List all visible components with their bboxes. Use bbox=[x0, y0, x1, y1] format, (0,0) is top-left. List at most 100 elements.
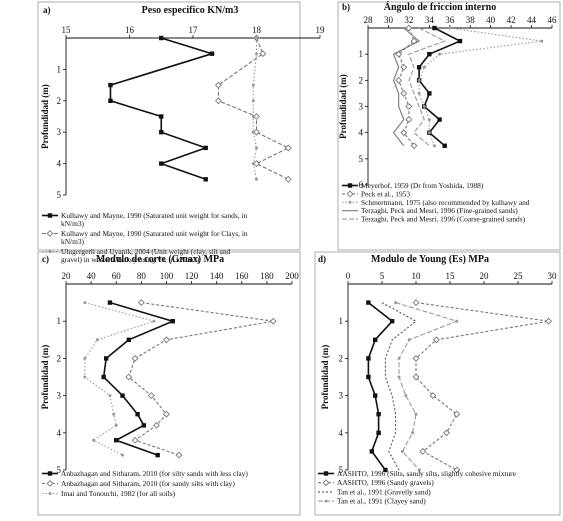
legend-label-line: Anbazhagan and Sitharam, 2010 (for sandy… bbox=[61, 479, 235, 488]
series-point bbox=[545, 317, 553, 325]
legend: Kulhawy and Mayne, 1990 (Saturated unit … bbox=[42, 211, 248, 264]
x-tick-label: 120 bbox=[185, 271, 199, 281]
chart-title: Ángulo de friccion interno bbox=[384, 1, 497, 13]
x-tick-label: 25 bbox=[514, 271, 524, 281]
series-point bbox=[125, 373, 133, 381]
series-point bbox=[366, 356, 371, 361]
series-point bbox=[251, 99, 255, 103]
series-point bbox=[400, 89, 408, 97]
panel-label: a) bbox=[43, 5, 51, 15]
series-point bbox=[209, 51, 215, 56]
x-tick-label: 40 bbox=[486, 15, 496, 25]
legend-label: Schmertmann, 1975 (also recommended by k… bbox=[361, 198, 530, 207]
series-line bbox=[418, 27, 462, 147]
series-point bbox=[432, 336, 440, 344]
legend-label: Terzaghi, Peck and Mesri, 1996 (Coarse-g… bbox=[361, 215, 526, 224]
series-point bbox=[170, 319, 175, 324]
x-tick-label: 15 bbox=[62, 25, 72, 35]
legend-label-line: Terzaghi, Peck and Mesri, 1996 (Coarse-g… bbox=[361, 215, 526, 224]
y-tick-label: 4 bbox=[57, 159, 62, 169]
series-point bbox=[412, 299, 420, 307]
x-tick-label: 10 bbox=[412, 271, 422, 281]
series-point bbox=[443, 429, 451, 437]
series-point bbox=[114, 423, 118, 427]
x-tick-label: 15 bbox=[446, 271, 456, 281]
legend-label: Tan et al., 1991 (Clayey sand) bbox=[337, 497, 426, 506]
x-tick-label: 18 bbox=[252, 25, 262, 35]
series-point bbox=[427, 91, 432, 96]
x-tick-label: 140 bbox=[210, 271, 224, 281]
legend-marker bbox=[347, 183, 353, 188]
series-point bbox=[83, 301, 87, 305]
legend-label-line: Meyerhof, 1959 (Dr from Yoshida, 1988) bbox=[361, 181, 484, 190]
series-point bbox=[432, 144, 436, 148]
series-point bbox=[457, 38, 463, 44]
x-tick-label: 17 bbox=[189, 25, 199, 35]
legend-marker bbox=[47, 471, 53, 476]
series-point bbox=[251, 162, 255, 166]
series-b-4 bbox=[408, 27, 447, 147]
legend-marker bbox=[46, 480, 54, 487]
series-point bbox=[175, 451, 183, 459]
series-point bbox=[159, 161, 164, 166]
y-axis-label: Profundidad (m) bbox=[40, 84, 50, 149]
x-tick-label: 80 bbox=[137, 271, 147, 281]
y-tick-label: 5 bbox=[339, 465, 344, 475]
series-point bbox=[373, 337, 378, 342]
y-tick-label: 6 bbox=[359, 180, 364, 190]
legend-label-line: Terzaghi, Peck and Mesri, 1996 (Fine-gra… bbox=[361, 206, 518, 215]
series-point bbox=[407, 338, 411, 342]
series-point bbox=[438, 52, 442, 56]
series-point bbox=[405, 116, 413, 124]
series-line bbox=[128, 302, 274, 456]
series-point bbox=[103, 356, 109, 361]
legend-label-line: gravel) in western Turkey using Vs, in k… bbox=[61, 255, 200, 264]
legend-marker bbox=[47, 213, 53, 218]
x-tick-label: 36 bbox=[445, 15, 455, 25]
legend-label: AASHTO, 1996 (Silts, sandy silts, slight… bbox=[337, 469, 517, 478]
series-point bbox=[404, 394, 408, 398]
y-tick-label: 5 bbox=[359, 154, 364, 164]
series-point bbox=[101, 374, 106, 380]
y-tick-label: 4 bbox=[57, 428, 62, 438]
series-b-1 bbox=[395, 24, 418, 150]
series-point bbox=[135, 412, 140, 417]
series-point bbox=[376, 412, 381, 417]
panel-label: b) bbox=[342, 2, 350, 12]
series-point bbox=[383, 467, 388, 473]
series-line bbox=[109, 37, 215, 181]
y-tick-label: 4 bbox=[359, 128, 364, 138]
legend-marker bbox=[46, 230, 54, 237]
x-tick-label: 60 bbox=[112, 271, 122, 281]
legend-label: AASHTO, 1996 (Sandy gravels) bbox=[337, 478, 434, 487]
series-point bbox=[414, 412, 418, 416]
series-line bbox=[84, 302, 156, 456]
legend-marker bbox=[323, 471, 329, 476]
series-point bbox=[453, 466, 461, 474]
x-tick-label: 42 bbox=[507, 15, 516, 25]
series-point bbox=[112, 412, 116, 416]
legend-label-line: Imai and Tonouchi, 1982 (for all soils) bbox=[61, 489, 176, 498]
y-axis-label: Profundidad (m) bbox=[320, 345, 330, 410]
series-point bbox=[437, 117, 442, 122]
series-point bbox=[255, 177, 258, 181]
x-tick-label: 100 bbox=[160, 271, 174, 281]
x-tick-label: 28 bbox=[364, 15, 374, 25]
series-point bbox=[373, 393, 378, 398]
series-point bbox=[390, 319, 395, 324]
y-tick-label: 3 bbox=[339, 391, 344, 401]
chart-title: Modulo de Young (Es) MPa bbox=[371, 254, 489, 265]
legend-label: Tan et al., 1991 (Gravelly sand) bbox=[337, 487, 431, 496]
series-point bbox=[417, 78, 421, 82]
series-point bbox=[255, 52, 258, 56]
series-point bbox=[163, 336, 170, 344]
legend-label-line: AASHTO, 1996 (Sandy gravels) bbox=[337, 478, 434, 487]
panel-frame bbox=[37, 1, 301, 251]
series-b-3 bbox=[392, 27, 421, 147]
series-point bbox=[251, 115, 255, 118]
series-point bbox=[369, 449, 374, 454]
series-point bbox=[416, 65, 422, 70]
series-point bbox=[108, 82, 113, 88]
series-point bbox=[397, 356, 401, 360]
chart-title: Peso especifico KN/m3 bbox=[142, 5, 239, 16]
